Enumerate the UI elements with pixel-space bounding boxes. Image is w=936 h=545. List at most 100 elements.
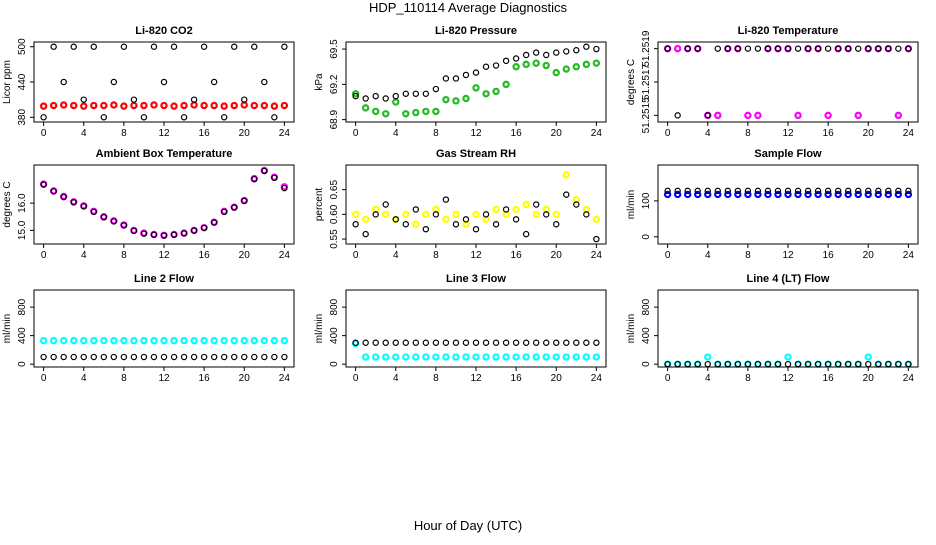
point — [90, 101, 98, 110]
x-tick-label: 0 — [41, 250, 47, 261]
point — [210, 353, 218, 361]
point — [270, 102, 279, 110]
x-tick-label: 16 — [199, 128, 211, 139]
x-tick-label: 8 — [433, 250, 439, 261]
point — [734, 190, 742, 199]
point — [130, 336, 138, 345]
point — [814, 45, 822, 52]
point — [140, 114, 148, 121]
panel-title: Line 4 (LT) Flow — [747, 273, 830, 285]
point — [372, 211, 379, 218]
point — [502, 57, 510, 65]
point — [784, 353, 792, 361]
point — [261, 167, 268, 175]
point — [362, 230, 369, 238]
point — [472, 84, 480, 92]
x-tick-label: 8 — [745, 373, 751, 384]
panel-title: Line 3 Flow — [446, 273, 506, 285]
point — [140, 336, 148, 345]
point — [140, 230, 148, 237]
point — [240, 336, 248, 345]
point — [382, 201, 389, 208]
point — [382, 210, 390, 219]
point — [462, 216, 470, 223]
point — [200, 101, 208, 110]
point — [442, 215, 450, 224]
point — [875, 45, 882, 52]
point — [361, 353, 370, 361]
y-axis-label: kPa — [314, 73, 325, 91]
point — [563, 48, 570, 55]
x-tick-label: 4 — [81, 373, 87, 384]
point — [170, 336, 178, 345]
point — [462, 339, 470, 346]
point — [50, 43, 57, 50]
point — [794, 190, 802, 199]
point — [200, 336, 208, 345]
point — [432, 211, 440, 218]
point — [392, 339, 399, 346]
y-tick-label: 0 — [641, 361, 652, 367]
x-tick-label: 0 — [353, 128, 359, 139]
point — [40, 353, 47, 361]
point — [704, 187, 711, 195]
point — [251, 43, 258, 50]
point — [432, 85, 440, 93]
point — [895, 45, 902, 52]
point — [442, 339, 450, 346]
plot-frame — [657, 164, 919, 245]
point — [885, 187, 892, 195]
x-tick-label: 16 — [511, 250, 523, 261]
x-tick-label: 12 — [158, 128, 170, 139]
point — [402, 353, 410, 361]
point — [70, 43, 77, 50]
point — [140, 353, 148, 361]
point — [442, 353, 450, 361]
point — [824, 111, 832, 120]
point — [200, 43, 208, 50]
x-tick-label: 12 — [470, 250, 482, 261]
x-tick-label: 0 — [665, 373, 671, 384]
point — [120, 102, 128, 110]
point — [583, 43, 590, 50]
point — [361, 215, 370, 224]
point — [744, 45, 752, 52]
point — [231, 353, 238, 361]
point — [281, 353, 288, 361]
y-axis-label: ml/min — [314, 314, 325, 343]
point — [281, 43, 288, 50]
x-tick-label: 12 — [782, 128, 794, 139]
point — [573, 339, 580, 346]
x-tick-label: 0 — [353, 250, 359, 261]
point — [664, 187, 671, 195]
page-title: HDP_110114 Average Diagnostics — [369, 0, 568, 15]
point — [402, 221, 409, 228]
point — [814, 190, 822, 199]
point — [512, 55, 520, 62]
point — [492, 62, 500, 69]
point — [70, 199, 77, 206]
point — [422, 210, 430, 219]
point — [59, 101, 68, 109]
panel-title: Gas Stream RH — [436, 148, 516, 160]
x-tick-label: 24 — [591, 250, 603, 261]
point — [70, 101, 78, 110]
point — [472, 225, 480, 233]
y-tick-label: 16.0 — [17, 193, 28, 213]
x-tick-label: 4 — [393, 128, 399, 139]
y-axis-label: ml/min — [626, 314, 637, 343]
point — [472, 339, 480, 346]
y-tick-label: 51.2517 — [641, 63, 652, 100]
point — [432, 107, 440, 116]
point — [563, 339, 570, 346]
point — [442, 75, 450, 82]
panel-title: Sample Flow — [754, 148, 822, 160]
point — [663, 190, 672, 199]
point — [683, 190, 692, 199]
point — [190, 353, 198, 361]
plot-frame — [33, 41, 295, 123]
plot-frame — [657, 41, 919, 123]
y-tick-label: 0 — [17, 361, 28, 367]
point — [482, 90, 490, 98]
